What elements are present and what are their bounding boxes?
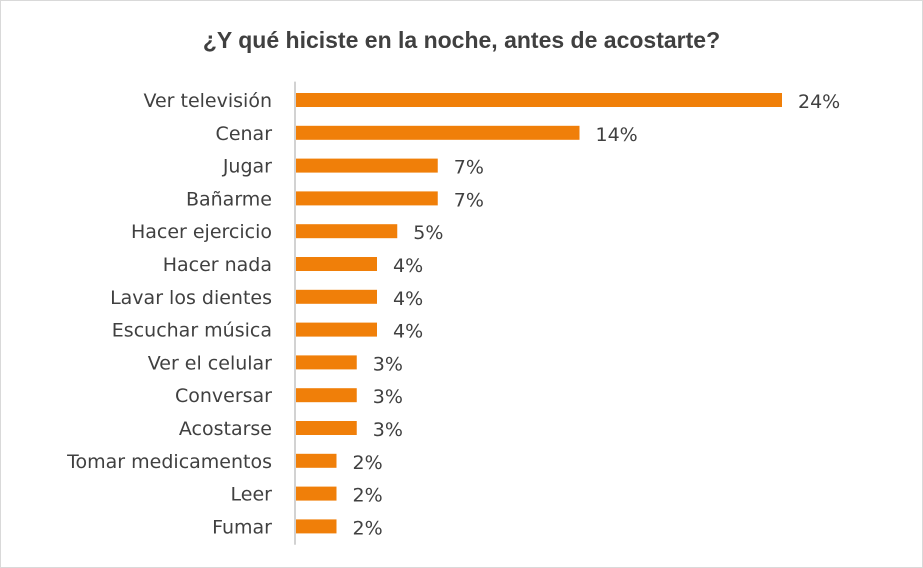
bar — [296, 224, 398, 239]
value-label: 24% — [798, 91, 840, 113]
value-label: 4% — [393, 288, 423, 310]
category-label: Conversar — [175, 385, 272, 407]
value-label: 3% — [373, 386, 403, 408]
bar — [296, 355, 357, 370]
category-label: Cenar — [216, 123, 273, 145]
category-label: Fumar — [212, 516, 272, 538]
bar — [296, 421, 357, 435]
value-label: 7% — [454, 157, 484, 179]
value-label: 4% — [393, 255, 423, 277]
bar — [296, 519, 337, 534]
value-label: 2% — [353, 485, 383, 507]
category-label: Ver el celular — [148, 352, 272, 374]
bar — [296, 93, 782, 107]
value-label: 5% — [413, 222, 443, 244]
category-label: Lavar los dientes — [110, 287, 272, 309]
bar — [296, 191, 438, 206]
category-label: Jugar — [222, 156, 272, 178]
bar — [296, 453, 337, 468]
category-label: Tomar medicamentos — [66, 451, 272, 473]
bar — [296, 158, 438, 173]
value-label: 2% — [353, 517, 383, 539]
category-label: Hacer nada — [163, 254, 272, 276]
category-label: Bañarme — [186, 188, 272, 210]
value-label: 3% — [373, 419, 403, 441]
category-label: Acostarse — [179, 418, 272, 440]
value-label: 14% — [596, 124, 638, 146]
bar — [296, 125, 580, 140]
category-label: Escuchar música — [112, 320, 272, 342]
bar — [296, 257, 377, 271]
bar — [296, 388, 357, 403]
bar — [296, 289, 377, 304]
bar — [296, 322, 377, 337]
value-label: 2% — [353, 452, 383, 474]
category-label: Ver televisión — [143, 90, 272, 112]
value-label: 3% — [373, 353, 403, 375]
chart-title: ¿Y qué hiciste en la noche, antes de aco… — [202, 27, 721, 53]
value-label: 7% — [454, 189, 484, 211]
bar — [296, 486, 337, 501]
category-label: Leer — [231, 484, 273, 506]
category-label: Hacer ejercicio — [131, 221, 272, 243]
value-label: 4% — [393, 321, 423, 343]
